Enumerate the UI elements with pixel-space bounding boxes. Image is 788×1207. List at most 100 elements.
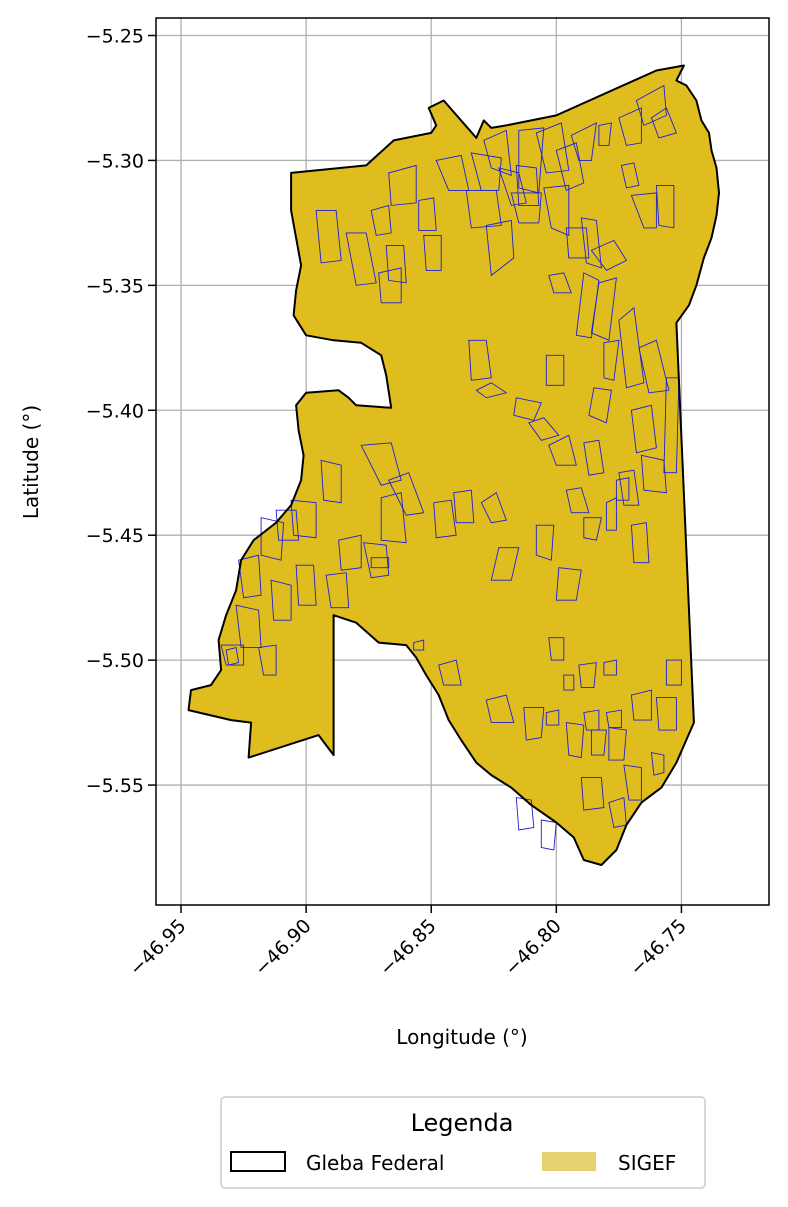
- legend-label-sigef: SIGEF: [618, 1151, 676, 1175]
- legend-label-gleba-federal: Gleba Federal: [306, 1151, 444, 1175]
- sigef-parcel: [325, 572, 350, 609]
- sigef-parcel: [618, 469, 640, 506]
- sigef-parcel: [618, 306, 645, 389]
- sigef-parcel: [655, 697, 677, 731]
- y-tick-label: −5.30: [86, 150, 144, 172]
- sigef-parcel: [570, 122, 597, 161]
- sigef-parcel: [603, 659, 617, 676]
- sigef-parcel: [605, 709, 622, 729]
- sigef-parcel: [378, 267, 402, 304]
- sigef-parcel: [238, 554, 262, 599]
- sigef-parcel: [555, 142, 585, 192]
- x-tick-label: −46.80: [501, 915, 566, 980]
- sigef-parcel: [465, 189, 502, 229]
- sigef-parcel: [370, 204, 392, 236]
- sigef-parcel: [523, 707, 545, 741]
- x-axis-ticks: −46.95 −46.90 −46.85 −46.80 −46.75: [125, 905, 691, 980]
- y-axis-title: Latitude (°): [19, 405, 43, 519]
- sigef-parcel: [475, 382, 508, 399]
- y-tick-label: −5.40: [86, 400, 144, 422]
- y-tick-label: −5.55: [86, 775, 144, 797]
- sigef-parcel: [578, 662, 597, 689]
- sigef-parcel: [605, 496, 617, 531]
- sigef-parcel: [370, 557, 390, 569]
- sigef-parcel: [295, 564, 317, 606]
- sigef-parcel: [650, 107, 678, 139]
- sigef-parcel: [583, 709, 600, 731]
- sigef-parcel: [650, 752, 665, 776]
- sigef-parcel: [583, 517, 602, 541]
- sigef-parcel: [548, 637, 565, 661]
- sigef-parcel: [565, 722, 585, 759]
- sigef-parcel: [603, 339, 620, 381]
- y-tick-label: −5.35: [86, 275, 144, 297]
- sigef-parcel: [423, 234, 442, 271]
- sigef-parcel: [630, 192, 657, 229]
- legend: Legenda Gleba Federal SIGEF: [220, 1096, 706, 1189]
- plot-frame: [155, 17, 770, 906]
- sigef-parcel: [663, 377, 680, 474]
- sigef-parcel: [315, 209, 342, 264]
- sigef-parcel: [483, 129, 512, 177]
- sigef-parcel: [543, 184, 570, 237]
- sigef-parcel: [528, 417, 560, 441]
- gleba-federal-outline: [187, 64, 720, 866]
- sigef-parcel: [580, 217, 602, 269]
- y-tick-label: −5.25: [86, 25, 144, 47]
- sigef-parcel: [535, 524, 555, 561]
- sigef-parcel: [635, 84, 667, 127]
- sigef-parcel: [338, 534, 362, 571]
- sigef-parcel: [320, 459, 342, 504]
- sigef-parcel: [590, 729, 607, 756]
- sigef-parcel: [360, 442, 402, 486]
- sigef-parcel: [583, 439, 605, 476]
- sigef-parcel: [345, 232, 377, 286]
- y-tick-label: −5.50: [86, 650, 144, 672]
- sigef-parcel: [270, 579, 292, 621]
- sigef-parcel: [535, 122, 570, 174]
- sigef-parcel: [433, 499, 457, 539]
- sigef-parcel: [490, 547, 520, 581]
- map-layer: [187, 64, 720, 866]
- sigef-parcel: [588, 387, 612, 424]
- sigef-parcel: [540, 819, 557, 851]
- sigef-parcel: [438, 659, 462, 686]
- sigef-parcel: [290, 499, 317, 539]
- sigef-parcel: [510, 192, 542, 224]
- sigef-parcel: [485, 219, 515, 277]
- sigef-parcel: [598, 122, 612, 146]
- x-axis-title: Longitude (°): [396, 1025, 527, 1049]
- sigef-parcel: [498, 167, 527, 206]
- legend-swatch-gleba-federal: [230, 1151, 286, 1172]
- y-axis-ticks: −5.25 −5.30 −5.35 −5.40 −5.45 −5.50 −5.55: [86, 25, 156, 797]
- sigef-parcel: [638, 339, 670, 394]
- y-tick-label: −5.45: [86, 525, 144, 547]
- sigef-parcel: [630, 404, 657, 454]
- sigef-parcel: [545, 354, 565, 386]
- sigef-parcel: [380, 492, 407, 544]
- sigef-parcel: [258, 644, 277, 676]
- sigef-parcel: [623, 764, 642, 801]
- x-tick-label: −46.85: [375, 915, 440, 980]
- sigef-parcel: [485, 694, 515, 724]
- sigef-parcel: [418, 197, 437, 231]
- sigef-parcel: [453, 489, 475, 524]
- sigef-parcel: [630, 522, 650, 564]
- sigef-parcel: [620, 162, 640, 189]
- sigef-parcel: [225, 647, 240, 666]
- sigef-parcel: [470, 152, 502, 191]
- sigef-parcel: [615, 477, 630, 501]
- sigef-parcel: [260, 517, 285, 561]
- sigef-parcel: [655, 184, 675, 229]
- sigef-parcel: [413, 639, 425, 651]
- sigef-parcel: [580, 777, 605, 811]
- sigef-parcel: [388, 164, 417, 206]
- sigef-parcel: [513, 397, 542, 421]
- sigef-parcel: [388, 472, 425, 516]
- gleba-federal-polygon: [188, 65, 719, 865]
- sigef-parcel: [618, 107, 642, 146]
- sigef-parcel: [468, 339, 492, 381]
- sigef-parcel: [480, 492, 507, 524]
- sigef-parcel: [220, 644, 245, 666]
